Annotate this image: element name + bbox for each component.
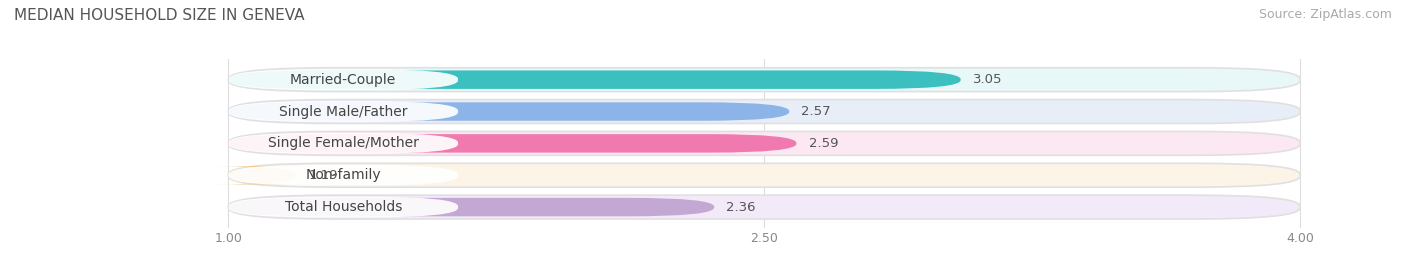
Text: 2.57: 2.57 bbox=[801, 105, 831, 118]
Text: MEDIAN HOUSEHOLD SIZE IN GENEVA: MEDIAN HOUSEHOLD SIZE IN GENEVA bbox=[14, 8, 305, 23]
Text: Total Households: Total Households bbox=[284, 200, 402, 214]
Text: 2.36: 2.36 bbox=[727, 200, 756, 214]
FancyBboxPatch shape bbox=[228, 101, 458, 122]
FancyBboxPatch shape bbox=[228, 165, 458, 185]
FancyBboxPatch shape bbox=[228, 133, 458, 154]
Text: Single Female/Mother: Single Female/Mother bbox=[267, 136, 419, 150]
FancyBboxPatch shape bbox=[228, 198, 714, 216]
FancyBboxPatch shape bbox=[211, 166, 314, 184]
FancyBboxPatch shape bbox=[228, 102, 789, 121]
Text: Source: ZipAtlas.com: Source: ZipAtlas.com bbox=[1258, 8, 1392, 21]
FancyBboxPatch shape bbox=[228, 197, 458, 217]
Text: Non-family: Non-family bbox=[305, 168, 381, 182]
Text: 2.59: 2.59 bbox=[808, 137, 838, 150]
FancyBboxPatch shape bbox=[228, 134, 796, 152]
FancyBboxPatch shape bbox=[228, 195, 1301, 219]
Text: 3.05: 3.05 bbox=[973, 73, 1002, 86]
FancyBboxPatch shape bbox=[228, 131, 1301, 155]
FancyBboxPatch shape bbox=[228, 163, 1301, 187]
FancyBboxPatch shape bbox=[228, 70, 960, 89]
Text: 1.19: 1.19 bbox=[308, 169, 337, 182]
FancyBboxPatch shape bbox=[228, 69, 458, 90]
FancyBboxPatch shape bbox=[228, 68, 1301, 92]
Text: Married-Couple: Married-Couple bbox=[290, 73, 396, 87]
FancyBboxPatch shape bbox=[228, 100, 1301, 124]
Text: Single Male/Father: Single Male/Father bbox=[278, 105, 408, 118]
